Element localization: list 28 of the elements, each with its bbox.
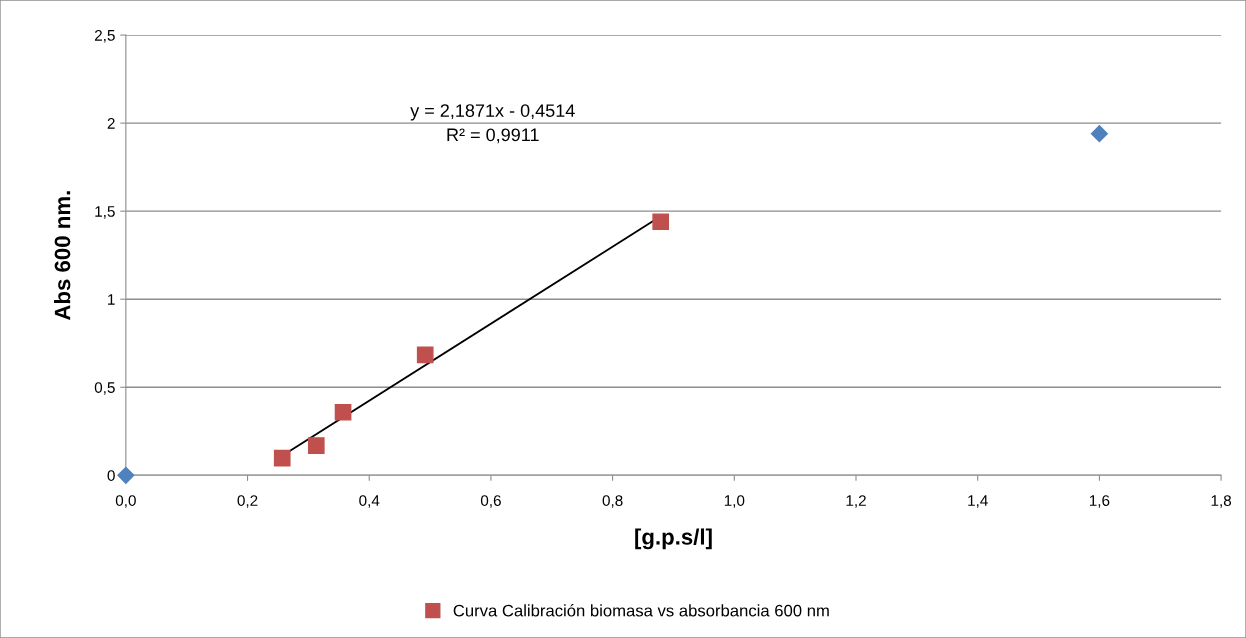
x-tick-label: 1,6 (1089, 495, 1110, 508)
x-tick-label: 0,8 (602, 495, 623, 508)
point (416, 346, 434, 364)
y-tick-label: 1,5 (95, 206, 115, 219)
x-tick-label: 1,2 (846, 495, 866, 508)
x-tick-label: 1,4 (968, 495, 988, 508)
y-tick-label: 0,5 (94, 382, 115, 395)
x-tick-label: 0,4 (359, 495, 380, 508)
annotation: R² = 0,9911 (447, 128, 539, 144)
x-tick-label: 0,0 (115, 495, 136, 508)
point (334, 403, 352, 421)
x-tick-label: 1,0 (724, 495, 745, 508)
point (1090, 125, 1108, 143)
y-tick-label: 0 (107, 470, 115, 481)
y-tick-label: 2,5 (94, 29, 115, 43)
point (273, 449, 291, 467)
y-tick-label: 1 (108, 294, 115, 305)
x-tick-label: 1,8 (1211, 495, 1232, 508)
point (117, 466, 135, 484)
x-tick-label: 0,6 (480, 495, 501, 508)
x-axis-title: [g.p.s/l] (635, 528, 712, 550)
y-axis-title: Abs 600 nm. (54, 191, 71, 321)
annotation: y = 2,1871x - 0,4514 (410, 104, 575, 121)
x-tick-label: 0,2 (237, 495, 258, 508)
point (307, 437, 325, 454)
legend-label: Curva Calibración biomasa vs absorbancia 600 nm (453, 604, 829, 617)
point (652, 213, 670, 231)
y-tick-label: 2 (107, 118, 115, 129)
